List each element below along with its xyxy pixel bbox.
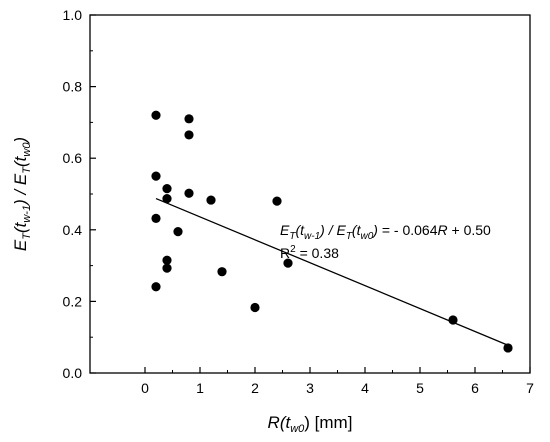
data-point — [448, 315, 458, 325]
y-tick-label: 0.8 — [63, 79, 83, 95]
data-point — [184, 130, 194, 140]
data-point — [184, 188, 194, 198]
plot-frame — [89, 14, 531, 374]
x-tick-label: 2 — [251, 380, 259, 396]
x-tick-label: 0 — [141, 380, 149, 396]
x-tick-label: 6 — [471, 380, 479, 396]
data-point — [151, 213, 161, 223]
data-point — [162, 255, 172, 265]
x-tick-label: 4 — [361, 380, 369, 396]
x-tick-label: 5 — [416, 380, 424, 396]
y-axis-title: ET(tw-1) / ET(tw0) — [11, 137, 33, 251]
data-point — [503, 343, 513, 353]
axis-ticks — [90, 14, 531, 374]
x-tick-label: 7 — [526, 380, 534, 396]
y-tick-label: 0.0 — [63, 365, 83, 381]
axis-tick-labels: 0 1 2 3 4 5 6 7 0.0 0.2 0.4 0.6 0.8 1.0 — [63, 7, 535, 396]
data-point — [250, 302, 260, 313]
data-point — [162, 184, 172, 194]
data-point — [151, 110, 161, 120]
y-tick-label: 1.0 — [63, 7, 83, 23]
data-point — [217, 267, 227, 277]
data-point — [272, 196, 282, 206]
y-tick-label: 0.6 — [63, 150, 83, 166]
data-point — [184, 114, 194, 124]
equation-annotation: ET(tw-1) / ET(tw0) = - 0.064R + 0.50 — [280, 222, 491, 242]
data-point — [162, 263, 172, 273]
x-axis-title: R(tw0) [mm] — [268, 413, 353, 435]
data-point — [162, 194, 172, 204]
data-point — [151, 171, 161, 181]
data-point — [283, 258, 293, 268]
data-point — [173, 226, 183, 237]
y-tick-label: 0.4 — [63, 222, 83, 238]
data-point — [206, 195, 216, 205]
data-point — [151, 282, 161, 292]
x-tick-label: 1 — [196, 380, 204, 396]
x-tick-label: 3 — [306, 380, 314, 396]
r-squared-annotation: R2 = 0.38 — [280, 244, 339, 261]
data-points — [151, 110, 513, 353]
y-tick-label: 0.2 — [63, 293, 83, 309]
